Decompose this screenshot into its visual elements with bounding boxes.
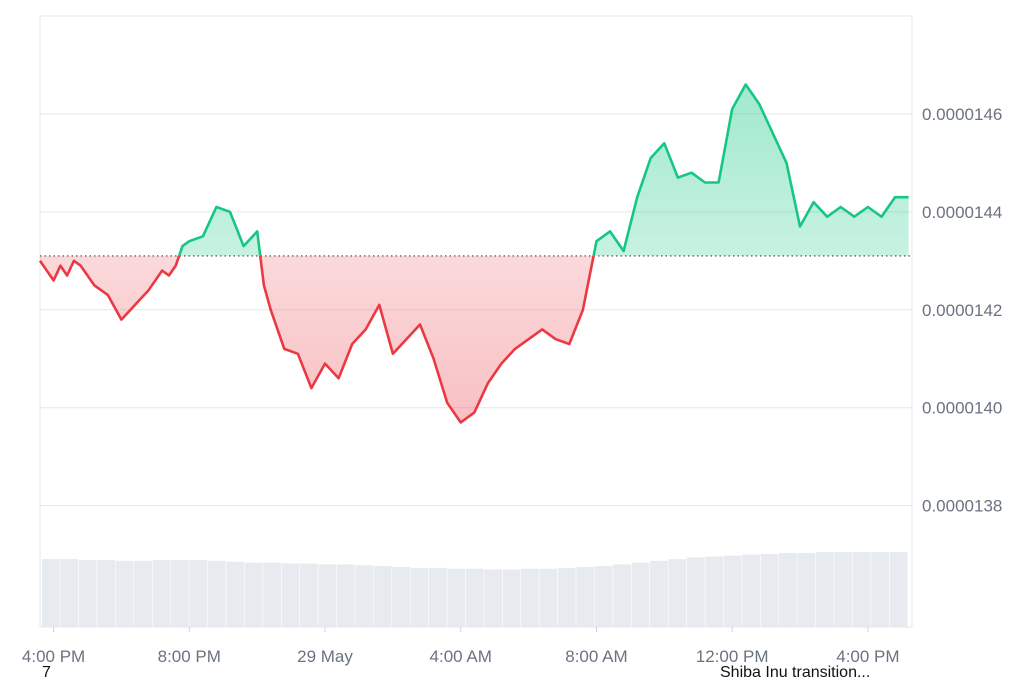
area-below-baseline	[40, 255, 594, 423]
volume-bar	[170, 560, 189, 627]
volume-bar	[134, 560, 152, 627]
volume-bar	[244, 562, 263, 627]
volume-bar	[299, 563, 318, 627]
volume-bar	[742, 554, 760, 627]
volume-bar	[355, 565, 374, 627]
volume-bar	[97, 560, 116, 627]
x-tick-label: 29 May	[297, 647, 353, 666]
volume-bar	[502, 569, 521, 627]
volume-bar	[779, 553, 797, 627]
price-line	[38, 83, 910, 424]
y-tick-label: 0.0000144	[922, 203, 1002, 222]
volume-bar	[705, 556, 724, 627]
volume-bar	[60, 559, 79, 627]
volume-bar	[650, 560, 668, 627]
volume-bar	[115, 560, 134, 627]
area-above-baseline	[40, 84, 909, 256]
volume-bar	[723, 555, 742, 627]
volume-bar	[189, 560, 208, 627]
price-line-up	[177, 83, 909, 256]
x-tick-label: 4:00 AM	[430, 647, 492, 666]
y-tick-label: 0.0000140	[922, 399, 1002, 418]
volume-bar	[871, 552, 889, 627]
volume-bar	[594, 566, 613, 627]
volume-bar	[447, 568, 466, 627]
y-axis: 0.0000146 0.0000144 0.0000142 0.0000140 0.00…	[922, 105, 1002, 516]
y-tick-label: 0.0000146	[922, 105, 1002, 124]
volume-bar	[207, 560, 226, 627]
volume-bar	[815, 552, 834, 627]
volume-bar	[410, 567, 429, 627]
volume-bar	[373, 566, 392, 627]
volume-bar	[484, 569, 503, 627]
volume-bar	[539, 568, 558, 627]
volume-bar	[336, 564, 355, 627]
x-axis: 4:00 PM 8:00 PM 29 May 4:00 AM 8:00 AM 12:00 …	[22, 627, 900, 666]
x-tick-label: 8:00 PM	[158, 647, 221, 666]
volume-bar	[465, 568, 484, 627]
volume-bar	[852, 552, 871, 627]
footer-caption[interactable]: Shiba Inu transition...	[720, 664, 871, 681]
volume-bar	[834, 552, 853, 627]
volume-bar	[152, 560, 171, 627]
price-area	[40, 84, 909, 423]
volume-bar	[576, 566, 595, 627]
volume-bar	[78, 560, 97, 627]
price-line-down	[38, 255, 595, 424]
volume-bar	[281, 563, 300, 627]
volume-bar	[631, 562, 650, 627]
volume-bar	[613, 564, 632, 627]
x-tick-label: 12:00 PM	[696, 647, 769, 666]
volume-bar	[318, 564, 337, 627]
volume-bars	[42, 552, 908, 627]
x-tick-label: 4:00 PM	[22, 647, 85, 666]
volume-bar	[797, 553, 816, 627]
volume-bar	[668, 559, 687, 627]
volume-bar	[521, 568, 539, 627]
volume-bar	[889, 552, 908, 627]
y-tick-label: 0.0000142	[922, 301, 1002, 320]
volume-bar	[392, 566, 410, 627]
volume-bar	[226, 561, 245, 627]
footer-left-text: 7	[42, 664, 51, 681]
x-tick-label: 4:00 PM	[836, 647, 899, 666]
volume-bar	[263, 562, 281, 627]
volume-bar	[42, 559, 60, 627]
y-tick-label: 0.0000138	[922, 497, 1002, 516]
volume-bar	[760, 553, 779, 627]
volume-bar	[686, 557, 705, 627]
volume-bar	[428, 567, 447, 627]
volume-bar	[557, 567, 576, 627]
x-tick-label: 8:00 AM	[565, 647, 627, 666]
